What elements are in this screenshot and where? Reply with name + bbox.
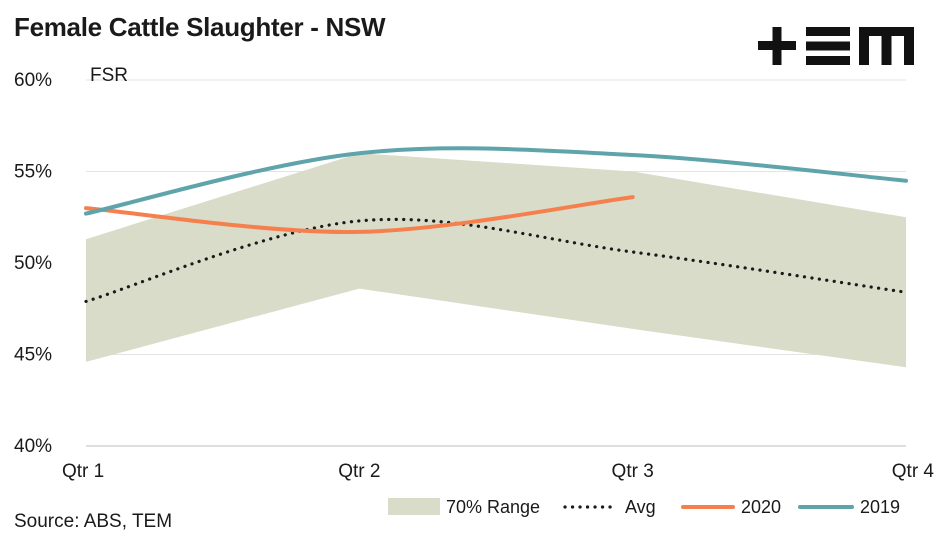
y-tick-label: 40% xyxy=(14,436,52,457)
series-line-2020 xyxy=(84,195,635,234)
range-band xyxy=(86,153,906,368)
y-tick-label: 50% xyxy=(14,253,52,274)
x-tick-label: Qtr 3 xyxy=(612,461,654,482)
legend-label-2019: 2019 xyxy=(860,497,900,517)
y-tick-label: 60% xyxy=(14,70,52,91)
x-tick-label: Qtr 4 xyxy=(892,461,935,482)
y-tick-label: 45% xyxy=(14,345,52,366)
legend-label-2020: 2020 xyxy=(741,497,781,517)
legend-label-range: 70% Range xyxy=(446,497,540,517)
series-line-2019 xyxy=(84,146,908,216)
series-line-avg xyxy=(84,217,908,303)
y-axis-label: FSR xyxy=(90,65,128,86)
legend-label-avg: Avg xyxy=(625,497,656,517)
tem-logo xyxy=(758,27,914,65)
chart-title: Female Cattle Slaughter - NSW xyxy=(14,12,386,42)
legend-swatch-range xyxy=(388,498,440,515)
source-note: Source: ABS, TEM xyxy=(14,511,173,532)
x-tick-label: Qtr 2 xyxy=(338,461,380,482)
x-tick-label: Qtr 1 xyxy=(62,461,104,482)
y-tick-label: 55% xyxy=(14,162,52,183)
